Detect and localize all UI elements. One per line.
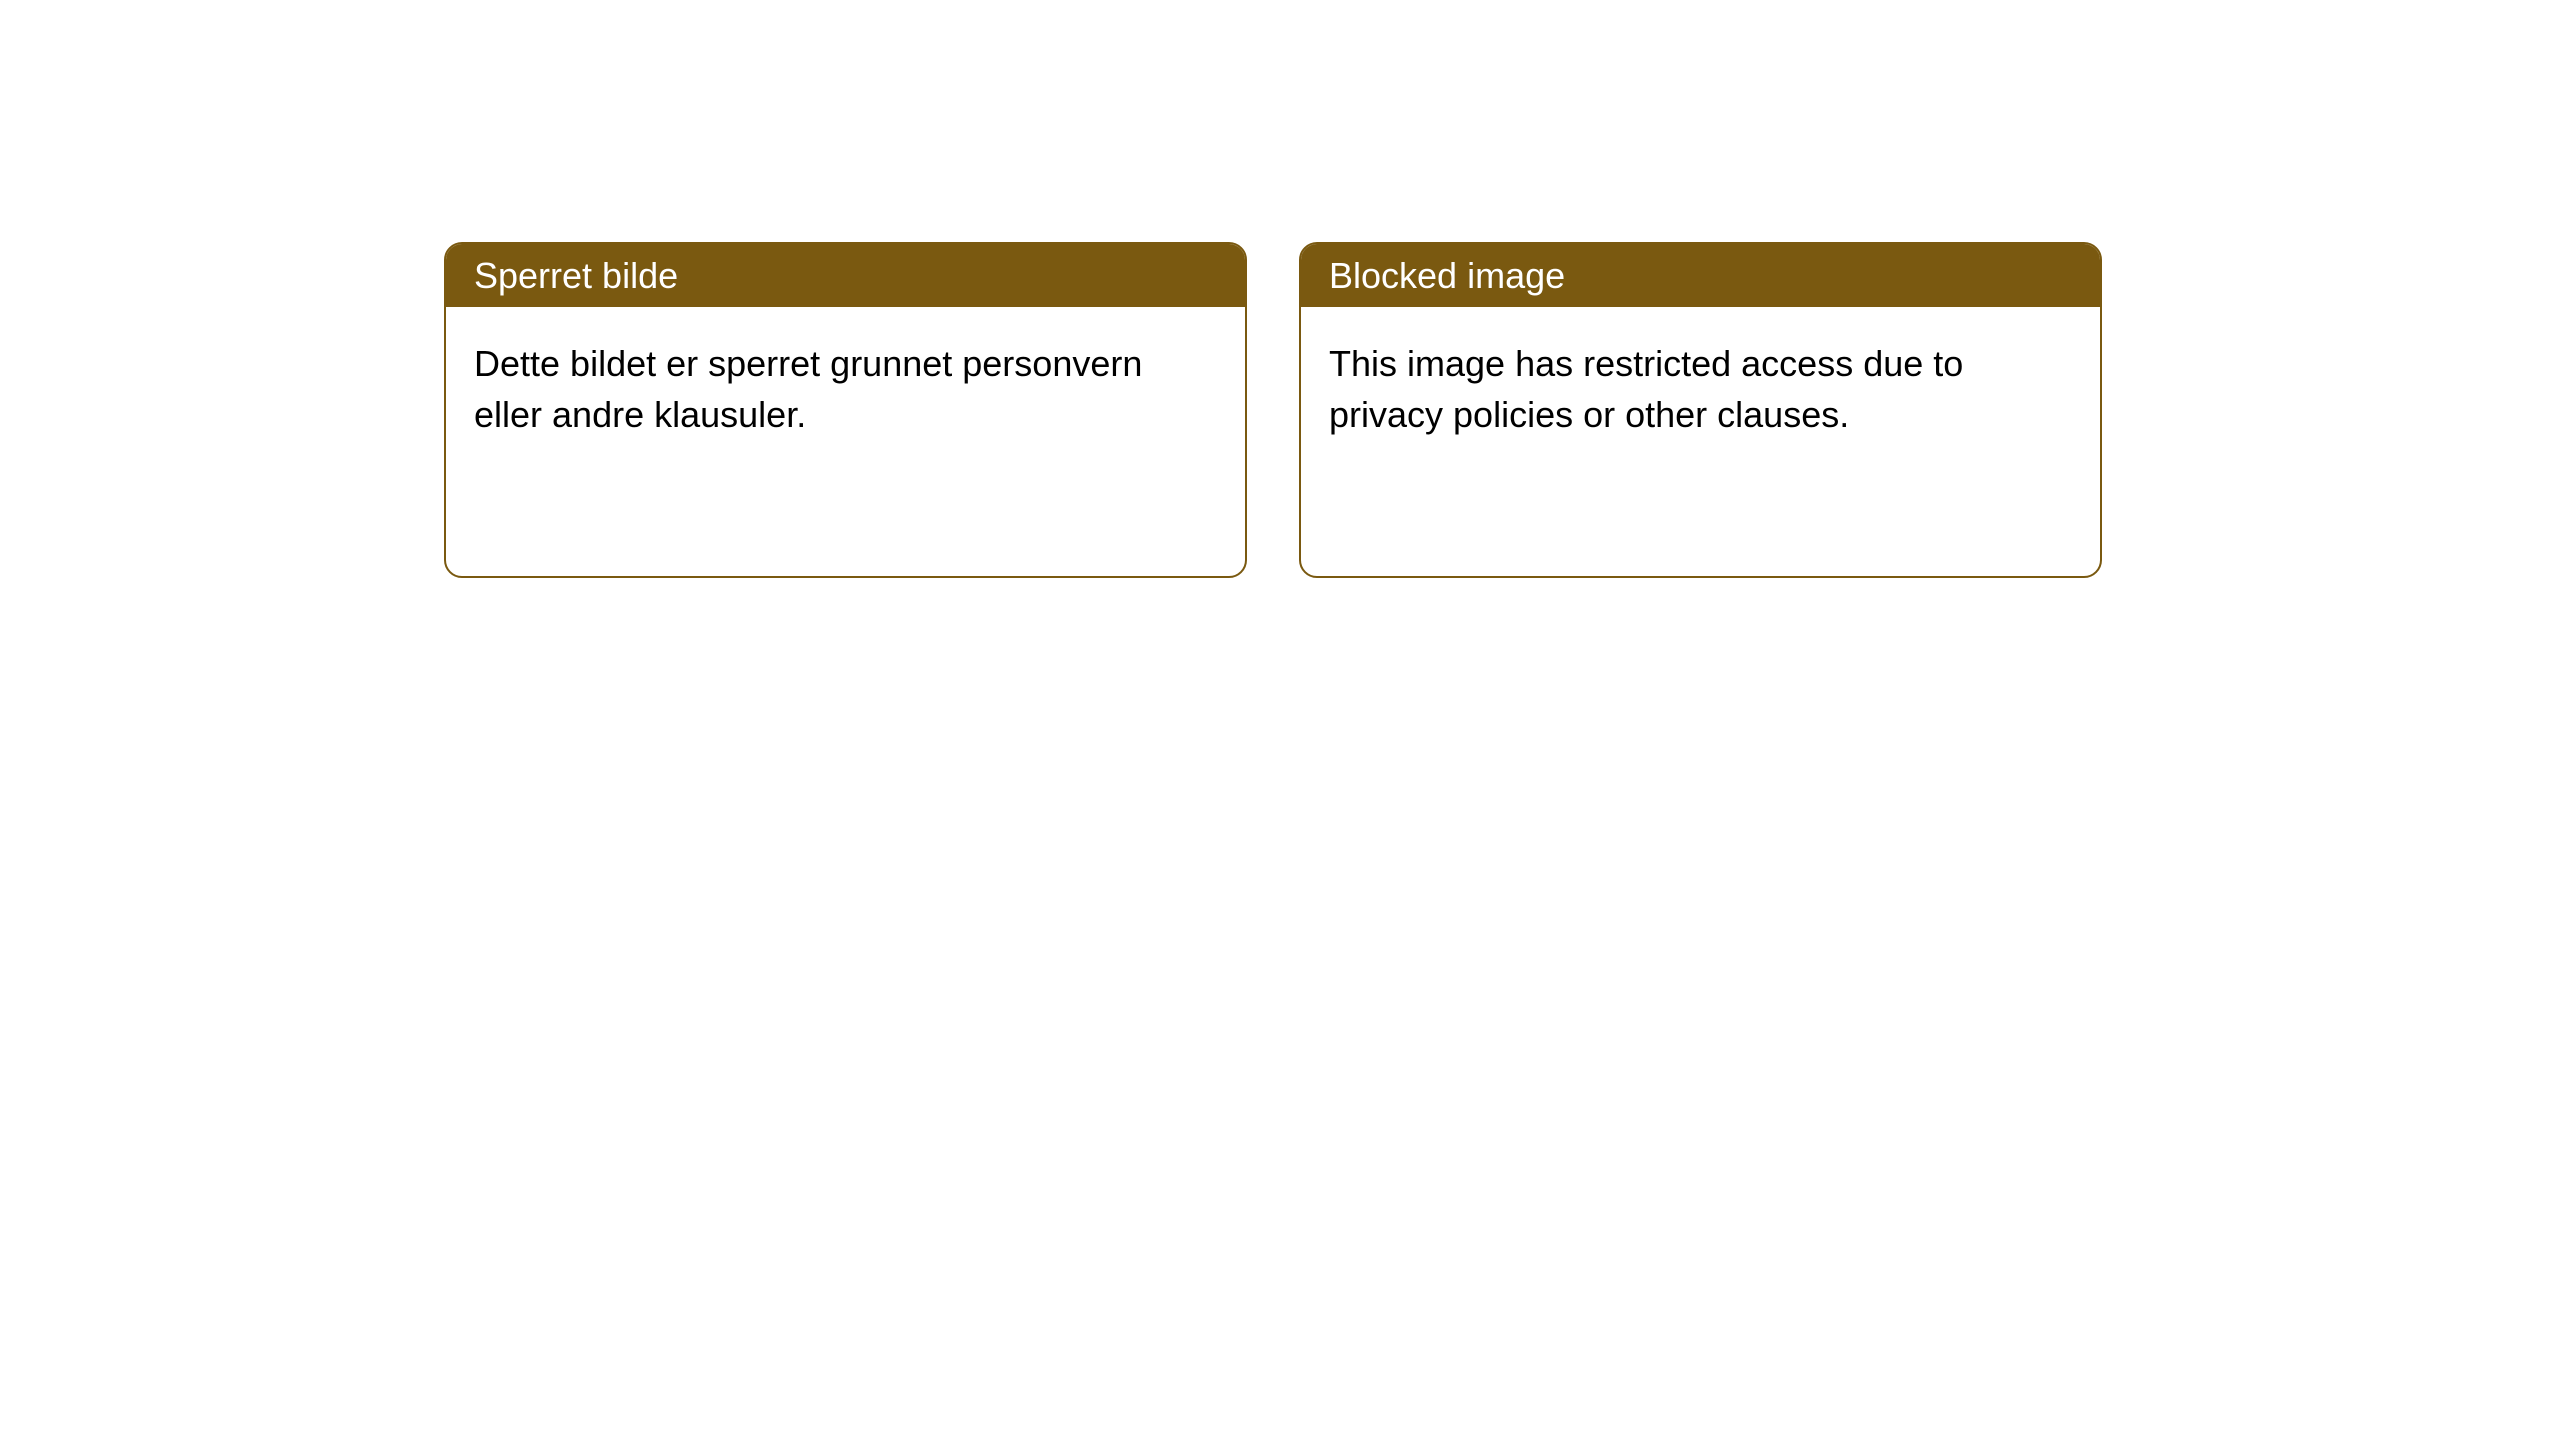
notice-body: This image has restricted access due to … xyxy=(1301,307,2100,472)
notice-title: Sperret bilde xyxy=(474,255,678,296)
notice-box-english: Blocked image This image has restricted … xyxy=(1299,242,2102,578)
notice-box-norwegian: Sperret bilde Dette bildet er sperret gr… xyxy=(444,242,1247,578)
notice-body: Dette bildet er sperret grunnet personve… xyxy=(446,307,1245,472)
notice-header: Blocked image xyxy=(1301,244,2100,307)
notice-header: Sperret bilde xyxy=(446,244,1245,307)
notice-title: Blocked image xyxy=(1329,255,1565,296)
notice-body-text: This image has restricted access due to … xyxy=(1329,343,1963,434)
notice-container: Sperret bilde Dette bildet er sperret gr… xyxy=(0,0,2560,578)
notice-body-text: Dette bildet er sperret grunnet personve… xyxy=(474,343,1142,434)
